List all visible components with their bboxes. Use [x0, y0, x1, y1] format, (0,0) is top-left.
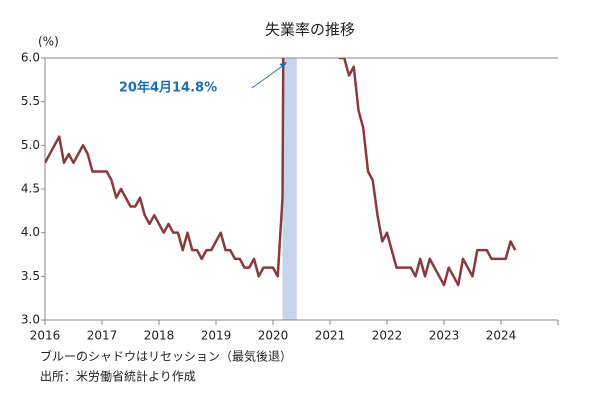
x-tick-label: 2019 — [201, 329, 232, 343]
y-tick-label: 5.5 — [21, 94, 40, 108]
x-tick-label: 2023 — [429, 329, 460, 343]
plot-area — [45, 58, 517, 287]
chart-title: 失業率の推移 — [265, 21, 355, 39]
y-tick-label: 3.0 — [21, 313, 40, 327]
y-tick-label: 4.0 — [21, 225, 40, 239]
x-tick-label: 2022 — [372, 329, 403, 343]
x-tick-label: 2017 — [87, 329, 118, 343]
y-tick-label: 4.5 — [21, 182, 40, 196]
x-tick-label: 2018 — [144, 329, 175, 343]
y-tick-label: 3.5 — [21, 269, 40, 283]
annotation-arrow — [251, 63, 286, 89]
x-tick-label: 2016 — [30, 329, 61, 343]
recession-shade — [282, 58, 297, 320]
x-tick-label: 2020 — [258, 329, 289, 343]
annotation-arrowhead — [279, 62, 288, 68]
annotation: 20年4月14.8% — [119, 80, 217, 96]
y-tick-label: 6.0 — [21, 51, 40, 65]
note: 出所：米労働省統計より作成 — [40, 369, 196, 384]
note: ブルーのシャドウはリセッション（最気後退） — [40, 349, 292, 364]
data-line — [45, 58, 517, 287]
x-tick-label: 2021 — [315, 329, 346, 343]
x-tick-label: 2024 — [486, 329, 517, 343]
y-unit: (%) — [38, 35, 59, 49]
y-tick-label: 5.0 — [21, 138, 40, 152]
